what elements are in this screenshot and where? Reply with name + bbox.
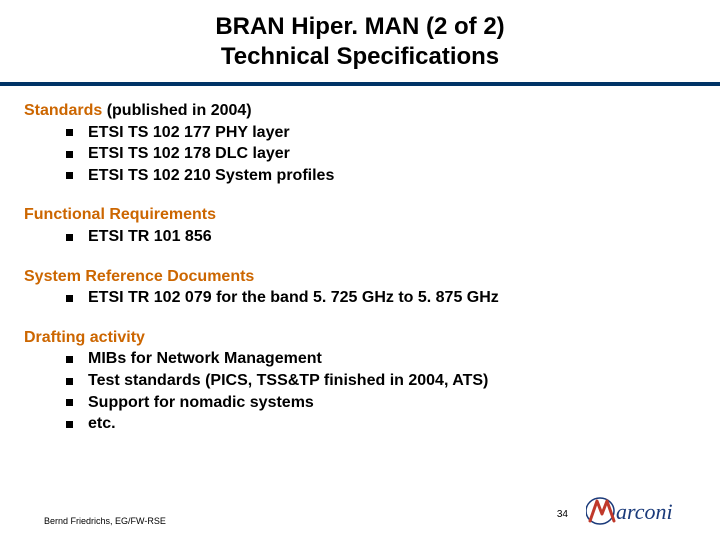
section-standards: Standards (published in 2004) ETSI TS 10… [24,100,696,186]
bullet-list: ETSI TS 102 177 PHY layer ETSI TS 102 17… [24,122,696,187]
list-item: ETSI TS 102 177 PHY layer [66,122,696,144]
section-heading-emph: Drafting activity [24,329,145,346]
slide-body: Standards (published in 2004) ETSI TS 10… [0,86,720,435]
list-item: etc. [66,413,696,435]
list-item: Support for nomadic systems [66,392,696,414]
list-item: ETSI TR 101 856 [66,226,696,248]
section-drafting-activity: Drafting activity MIBs for Network Manag… [24,327,696,435]
bullet-list: ETSI TR 101 856 [24,226,696,248]
slide-footer: Bernd Friedrichs, EG/FW-RSE 34 arconi [0,496,720,526]
marconi-logo: arconi [586,496,696,526]
section-heading-emph: Functional Requirements [24,206,216,223]
slide-title-area: BRAN Hiper. MAN (2 of 2) Technical Speci… [0,0,720,80]
list-item: ETSI TS 102 210 System profiles [66,165,696,187]
section-heading-emph: Standards [24,102,102,119]
section-heading: Standards (published in 2004) [24,100,696,122]
section-heading: System Reference Documents [24,266,696,288]
section-heading-emph: System Reference Documents [24,268,254,285]
bullet-list: MIBs for Network Management Test standar… [24,348,696,434]
section-heading: Drafting activity [24,327,696,349]
slide-title-line1: BRAN Hiper. MAN (2 of 2) [0,12,720,42]
footer-author: Bernd Friedrichs, EG/FW-RSE [44,516,166,526]
list-item: ETSI TS 102 178 DLC layer [66,143,696,165]
list-item: MIBs for Network Management [66,348,696,370]
section-system-reference: System Reference Documents ETSI TR 102 0… [24,266,696,309]
footer-right: 34 arconi [557,496,696,526]
bullet-list: ETSI TR 102 079 for the band 5. 725 GHz … [24,287,696,309]
section-heading: Functional Requirements [24,204,696,226]
section-heading-rest: (published in 2004) [102,102,251,119]
section-functional-requirements: Functional Requirements ETSI TR 101 856 [24,204,696,247]
page-number: 34 [557,509,568,526]
slide-title-line2: Technical Specifications [0,42,720,72]
list-item: Test standards (PICS, TSS&TP finished in… [66,370,696,392]
logo-text: arconi [616,499,673,524]
list-item: ETSI TR 102 079 for the band 5. 725 GHz … [66,287,696,309]
logo-m-stroke-icon [590,501,614,521]
